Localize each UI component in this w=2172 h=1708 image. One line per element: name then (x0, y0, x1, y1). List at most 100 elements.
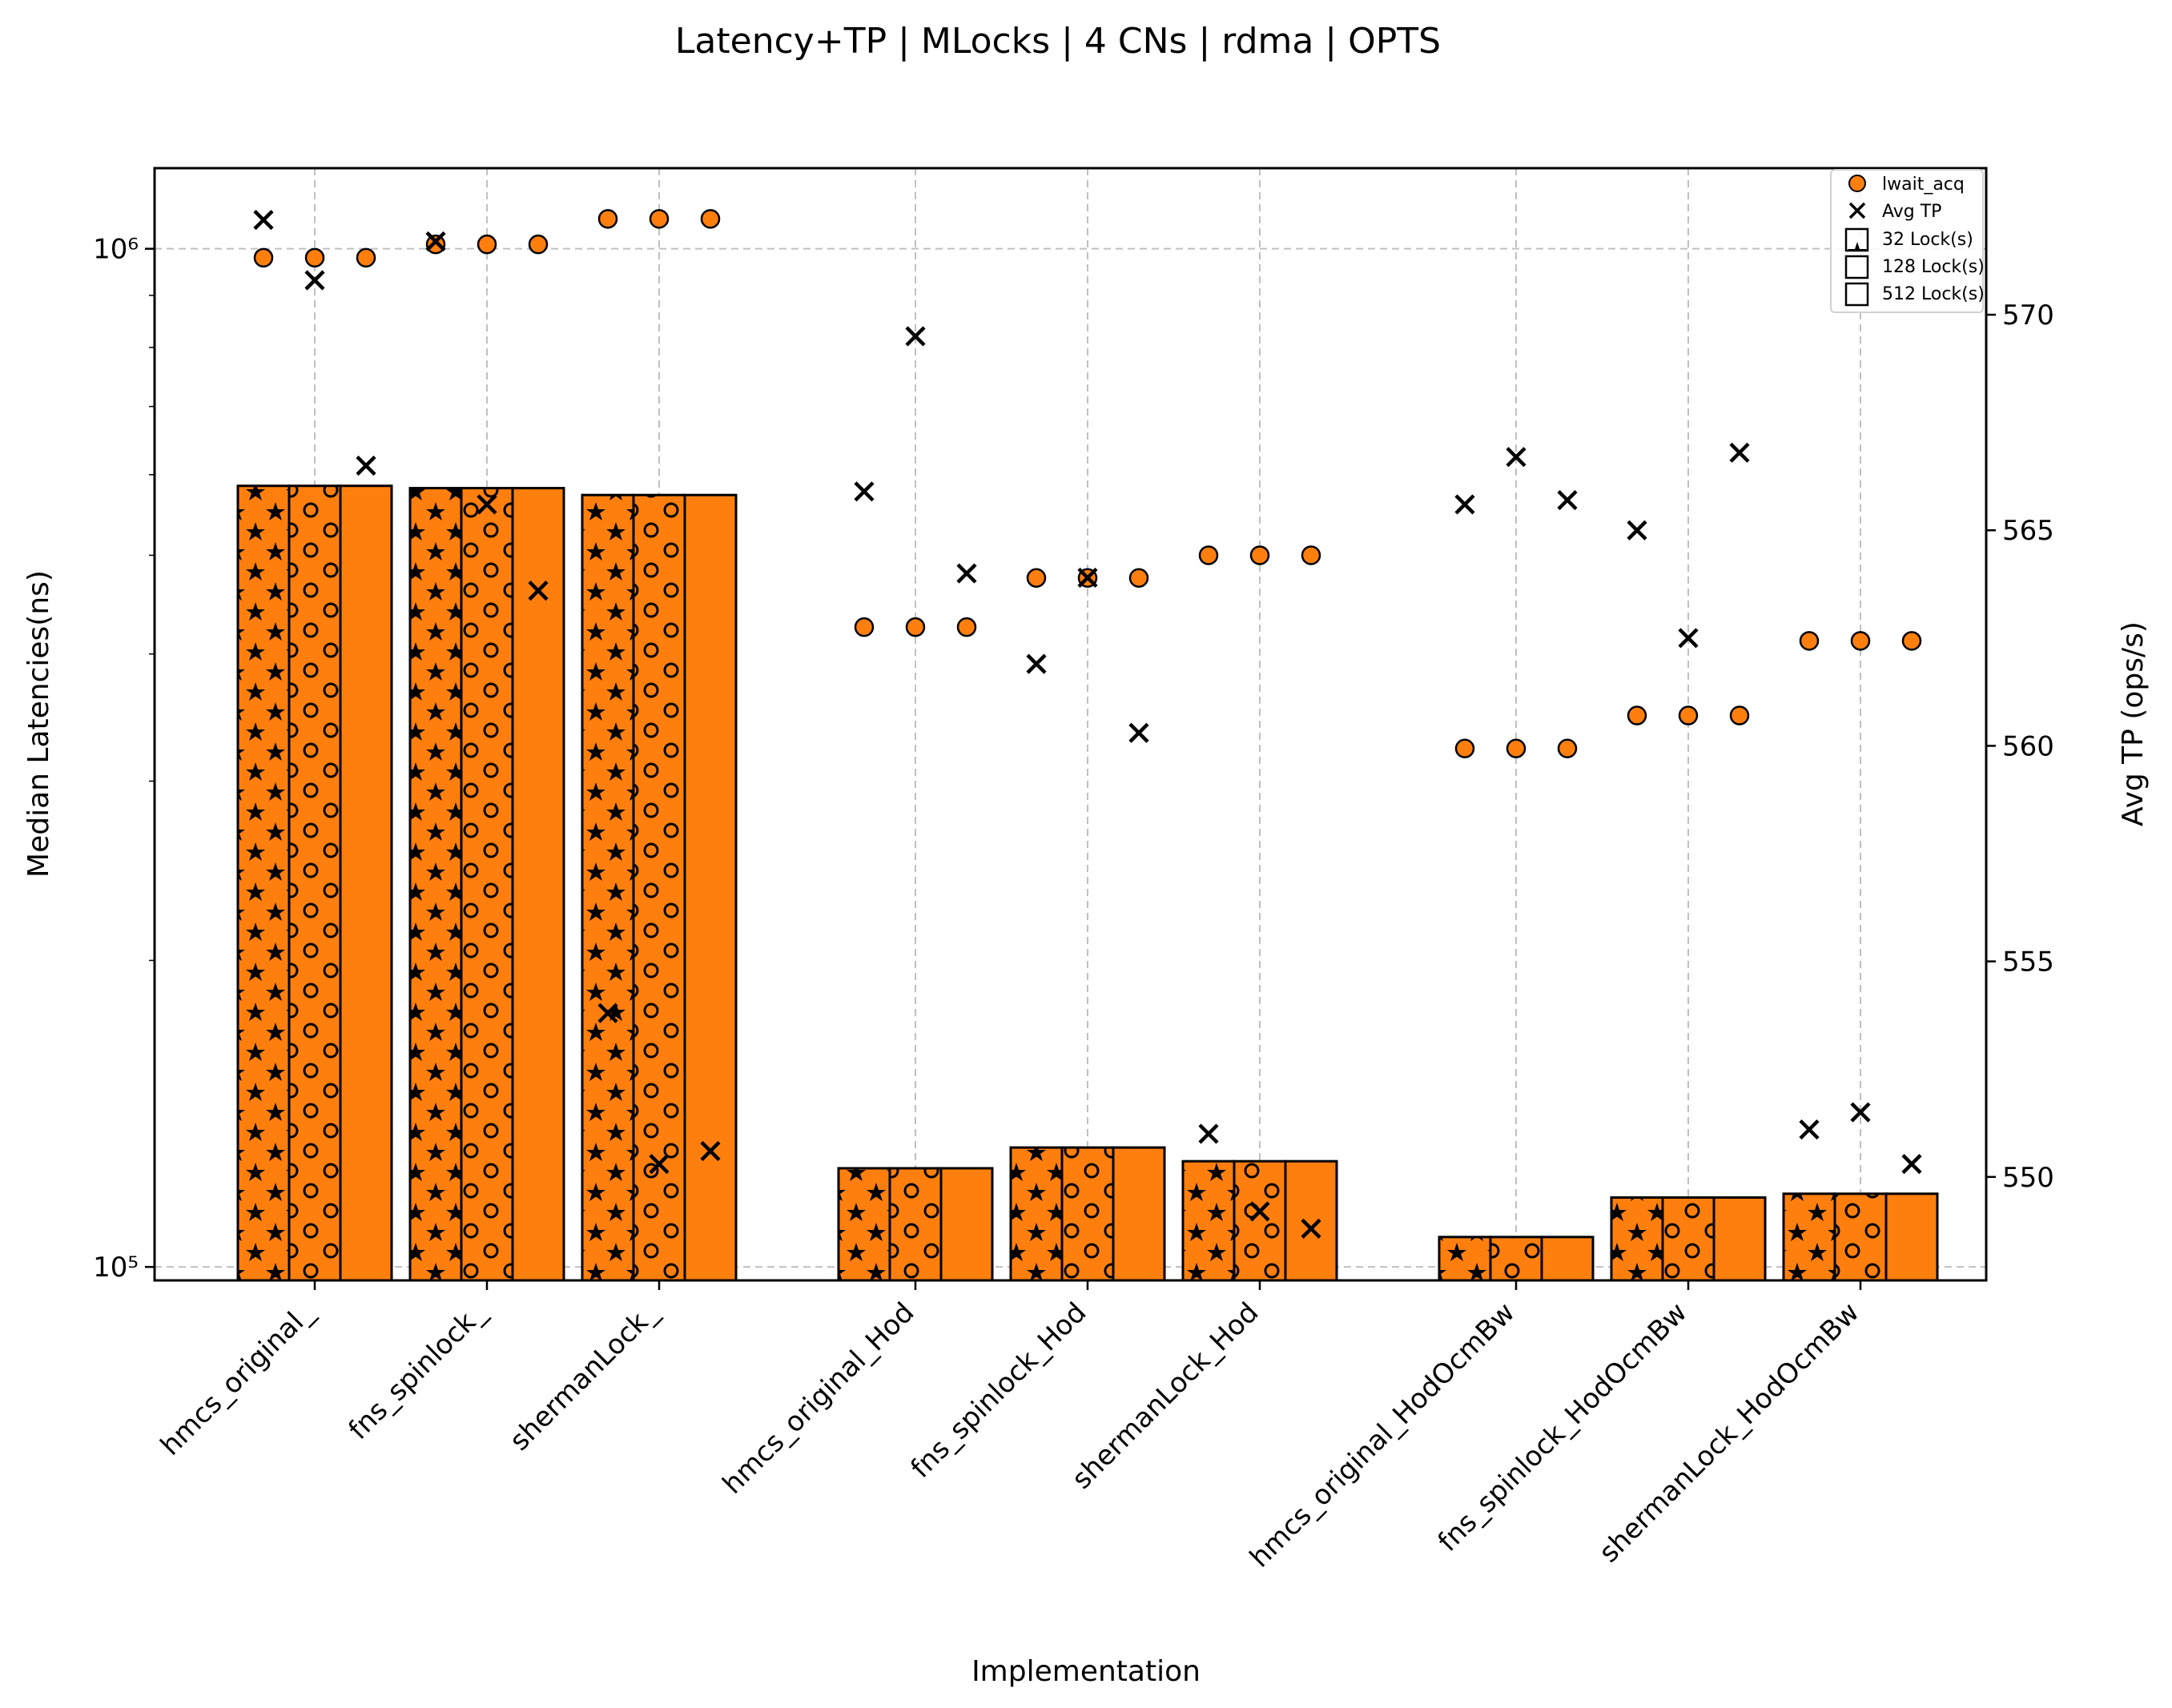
y2-tick-label: 570 (2002, 299, 2054, 332)
x-axis-title: Implementation (971, 1655, 1201, 1688)
bar-hatch (1234, 1161, 1285, 1280)
bar-outline (939, 1167, 994, 1280)
bar (1285, 1161, 1337, 1280)
bar-hatch (238, 485, 289, 1280)
lwait-acq-point (1198, 545, 1219, 565)
lwait-acq-point (700, 209, 721, 229)
legend-avg-tp-label: Avg TP (1882, 202, 1941, 222)
plot-frame (153, 167, 1988, 1282)
lwait-acq-point (1128, 568, 1149, 589)
bar-outline (339, 484, 393, 1280)
bar-outline (1540, 1236, 1595, 1280)
legend-lwait-marker (1848, 175, 1866, 192)
bar-hatch (1439, 1236, 1490, 1280)
x-axis: hmcs_original_ fns_spinlock_ shermanLock_ h… (155, 1280, 1865, 1573)
bar (1542, 1236, 1593, 1280)
avg-tp-point (1506, 447, 1526, 468)
legend-frame (1830, 169, 1984, 313)
lwait-acq-point (528, 234, 549, 255)
bar-hatch (1611, 1197, 1663, 1280)
lwait-acq-point (1799, 631, 1820, 651)
y2-tick-label: 550 (2002, 1162, 2054, 1194)
avg-tp-point (425, 231, 446, 252)
avg-tp-point (649, 1154, 670, 1175)
lwait-acq-point (1506, 738, 1526, 758)
avg-tp-point (304, 270, 325, 291)
markers (253, 209, 1922, 1239)
bar-hatch (410, 488, 461, 1280)
legend-series-1-swatch (1844, 255, 1869, 279)
bar-hatch (1490, 1236, 1542, 1280)
lwait-acq-point (1850, 631, 1871, 651)
bar (1714, 1197, 1765, 1280)
avg-tp-point (700, 1140, 721, 1162)
legend-series-1-label: 128 Lock(s) (1882, 257, 1985, 277)
bar-outline (1884, 1192, 1939, 1280)
lwait-acq-point (1454, 738, 1475, 758)
y-tick-label: 10⁵ (93, 1252, 139, 1284)
lwait-acq-point (1301, 545, 1321, 565)
lwait-acq-point (1627, 705, 1647, 725)
lwait-acq-point (1249, 545, 1270, 565)
y-axis-title: Median Latencies(ns) (22, 570, 55, 878)
lwait-acq-point (1901, 631, 1922, 651)
bar-hatch (1011, 1147, 1062, 1280)
bar (1113, 1147, 1164, 1280)
y2-tick-label: 555 (2002, 946, 2054, 979)
avg-tp-point (1077, 567, 1098, 589)
avg-tp-point (854, 481, 875, 502)
avg-tp-point (1850, 1102, 1871, 1123)
legend-series-0-swatch (1844, 227, 1869, 252)
bar-outline (1284, 1159, 1338, 1280)
avg-tp-point (477, 494, 497, 515)
lwait-acq-point (905, 617, 926, 637)
legend-series-2-label: 512 Lock(s) (1882, 284, 1985, 304)
avg-tp-point (356, 455, 376, 476)
avg-tp-point (1901, 1154, 1922, 1175)
lwait-acq-point (253, 247, 274, 268)
avg-tp-point (1627, 520, 1647, 541)
avg-tp-point (1557, 489, 1578, 511)
bar-hatch (1183, 1161, 1234, 1280)
bar (941, 1167, 992, 1280)
bar-hatch (1062, 1147, 1113, 1280)
bar-hatch (582, 495, 634, 1280)
x-tick-label: shermanLock_Hod (1066, 1296, 1265, 1496)
lwait-acq-point (1026, 568, 1047, 589)
lwait-acq-point (1557, 738, 1578, 758)
avg-tp-point (1128, 722, 1149, 743)
bar-outline (511, 487, 565, 1280)
lwait-acq-point (1678, 705, 1699, 725)
avg-tp-point (1678, 628, 1699, 649)
bar-hatch (839, 1167, 890, 1280)
x-tick-label: hmcs_original_ (155, 1296, 320, 1461)
lwait-acq-point (956, 617, 977, 637)
avg-tp-point (1454, 494, 1475, 515)
y2-tick-label: 560 (2002, 730, 2054, 762)
avg-tp-point (1026, 653, 1047, 674)
bar-hatch (890, 1167, 941, 1280)
bar-outline (1712, 1196, 1767, 1280)
bar-hatch (634, 495, 685, 1280)
y2-axis-title: Avg TP (ops/s) (2117, 621, 2150, 826)
x-tick-label: fns_spinlock_ (343, 1296, 493, 1445)
bar (1886, 1193, 1937, 1280)
bar (513, 488, 564, 1280)
y2-tick-label: 565 (2002, 515, 2054, 547)
legend: lwait_acq Avg TP 32 Lock(s) 128 Lock(s) … (1830, 169, 1985, 313)
lwait-acq-point (477, 234, 497, 255)
avg-tp-point (1301, 1218, 1321, 1239)
legend-avg-tp-marker (1848, 202, 1866, 219)
bar (340, 485, 392, 1280)
lwait-acq-point (854, 617, 875, 637)
legend-series-0-label: 32 Lock(s) (1882, 230, 1973, 250)
lwait-acq-point (425, 234, 446, 255)
lwait-acq-point (1729, 705, 1750, 725)
bars (236, 484, 1939, 1280)
avg-tp-point (1729, 442, 1750, 463)
avg-tp-point (528, 581, 549, 601)
avg-tp-point (597, 1003, 618, 1023)
avg-tp-point (956, 563, 977, 584)
bar (685, 495, 736, 1280)
lwait-acq-point (597, 209, 618, 229)
